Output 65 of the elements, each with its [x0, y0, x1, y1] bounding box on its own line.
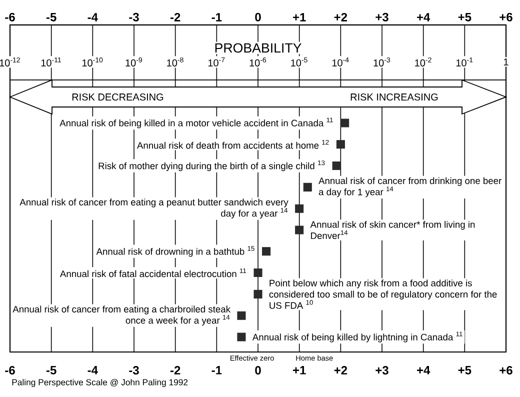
x2-tick-label: +4	[416, 13, 430, 22]
text: 10$^{-6}$	[250, 57, 266, 66]
text: RISK INCREASING	[350, 93, 438, 101]
point	[332, 162, 341, 170]
x-tick-label: -1	[212, 366, 222, 374]
x2-tick-label: -3	[129, 12, 139, 22]
text: 10$^{-9}$	[126, 57, 142, 66]
y-tick-label: Annual risk of cancer from drinking one beer a day for 1 year $^{14}$	[318, 177, 502, 198]
point	[336, 140, 345, 149]
text: 10$^{-10}$	[82, 57, 103, 66]
x2-tick-label: 0	[255, 12, 261, 22]
x2-tick-label: +2	[334, 12, 348, 22]
point	[237, 311, 246, 320]
y-tick-label: Annual risk of cancer from eating a peanut butter sandwich every day for a year $^{14}$	[20, 198, 288, 219]
y-tick-label: Point below which any risk from a food additive is considered too small to be of regulatory concern for the US FDA $^{10}$	[269, 280, 497, 309]
point	[262, 247, 271, 256]
x2-tick-label: -2	[170, 12, 180, 22]
x2-tick-label: -5	[46, 12, 56, 22]
x2-tick-label: +1	[293, 13, 306, 22]
x2-tick-label: +6	[500, 12, 512, 22]
x2-tick-label: -1	[212, 13, 222, 22]
x2-tick-label: +5	[458, 12, 472, 22]
x-tick-label: +4	[416, 366, 430, 374]
x2-tick-label: +3	[376, 12, 388, 22]
y-tick-label: Annual risk of skin cancer* from living in Denver$^{14}$	[310, 220, 475, 239]
x-tick-label: +2	[334, 366, 348, 374]
text: PROBABILITY	[215, 43, 302, 53]
x-tick-label: 0	[255, 366, 261, 375]
point	[295, 226, 304, 234]
point	[254, 290, 262, 298]
x-tick-label: -4	[88, 366, 98, 374]
text: 10$^{-7}$	[208, 57, 225, 66]
x-tick-label: -3	[129, 366, 139, 375]
text: 10$^{-2}$	[415, 57, 432, 66]
point	[340, 118, 350, 128]
x-tick-label: +1	[293, 366, 306, 374]
y-tick-label: Annual risk of being killed in a motor vehicle accident in Canada $^{11}$	[60, 118, 333, 128]
point	[303, 182, 312, 192]
x-tick-label: -2	[170, 366, 180, 374]
x-tick-label: -5	[46, 366, 56, 374]
x2-tick-label: -6	[5, 12, 15, 22]
y-tick-label: Annual risk of being killed by lightning in Canada $^{11}$	[252, 332, 462, 342]
text: 10$^{-8}$	[167, 57, 184, 66]
text: 1	[504, 58, 508, 66]
text: 10$^{-11}$	[41, 57, 62, 66]
point	[237, 332, 246, 342]
text: 10$^{-5}$	[291, 57, 308, 66]
text: 10$^{-4}$	[332, 57, 349, 66]
point	[295, 204, 304, 213]
text: Paling Perspective Scale @ John Paling 1992	[12, 378, 188, 388]
y-tick-label: Annual risk of drowning in a bathtub $^{15}$	[96, 246, 254, 257]
y-tick-label: Annual risk of death from accidents at home $^{12}$	[136, 140, 329, 149]
x-tick-label: +3	[376, 366, 388, 375]
y-tick-label: Risk of mother dying during the birth of a single child $^{13}$	[98, 160, 325, 172]
text: 10$^{-12}$	[0, 57, 20, 66]
x-tick-label: +6	[500, 366, 512, 375]
x2-tick-label: -4	[88, 13, 98, 22]
x-tick-label: +5	[458, 366, 472, 374]
y-tick-label: Annual risk of cancer from eating a charbroiled steak once a week for a year $^{14}$	[12, 306, 231, 326]
point	[254, 268, 262, 278]
text: 10$^{-1}$	[456, 57, 473, 66]
text: RISK DECREASING	[72, 93, 164, 101]
y-tick-label: Annual risk of fatal accidental electrocution $^{11}$	[60, 268, 246, 278]
text: 10$^{-3}$	[374, 57, 390, 66]
x-tick-label: -6	[5, 366, 15, 375]
